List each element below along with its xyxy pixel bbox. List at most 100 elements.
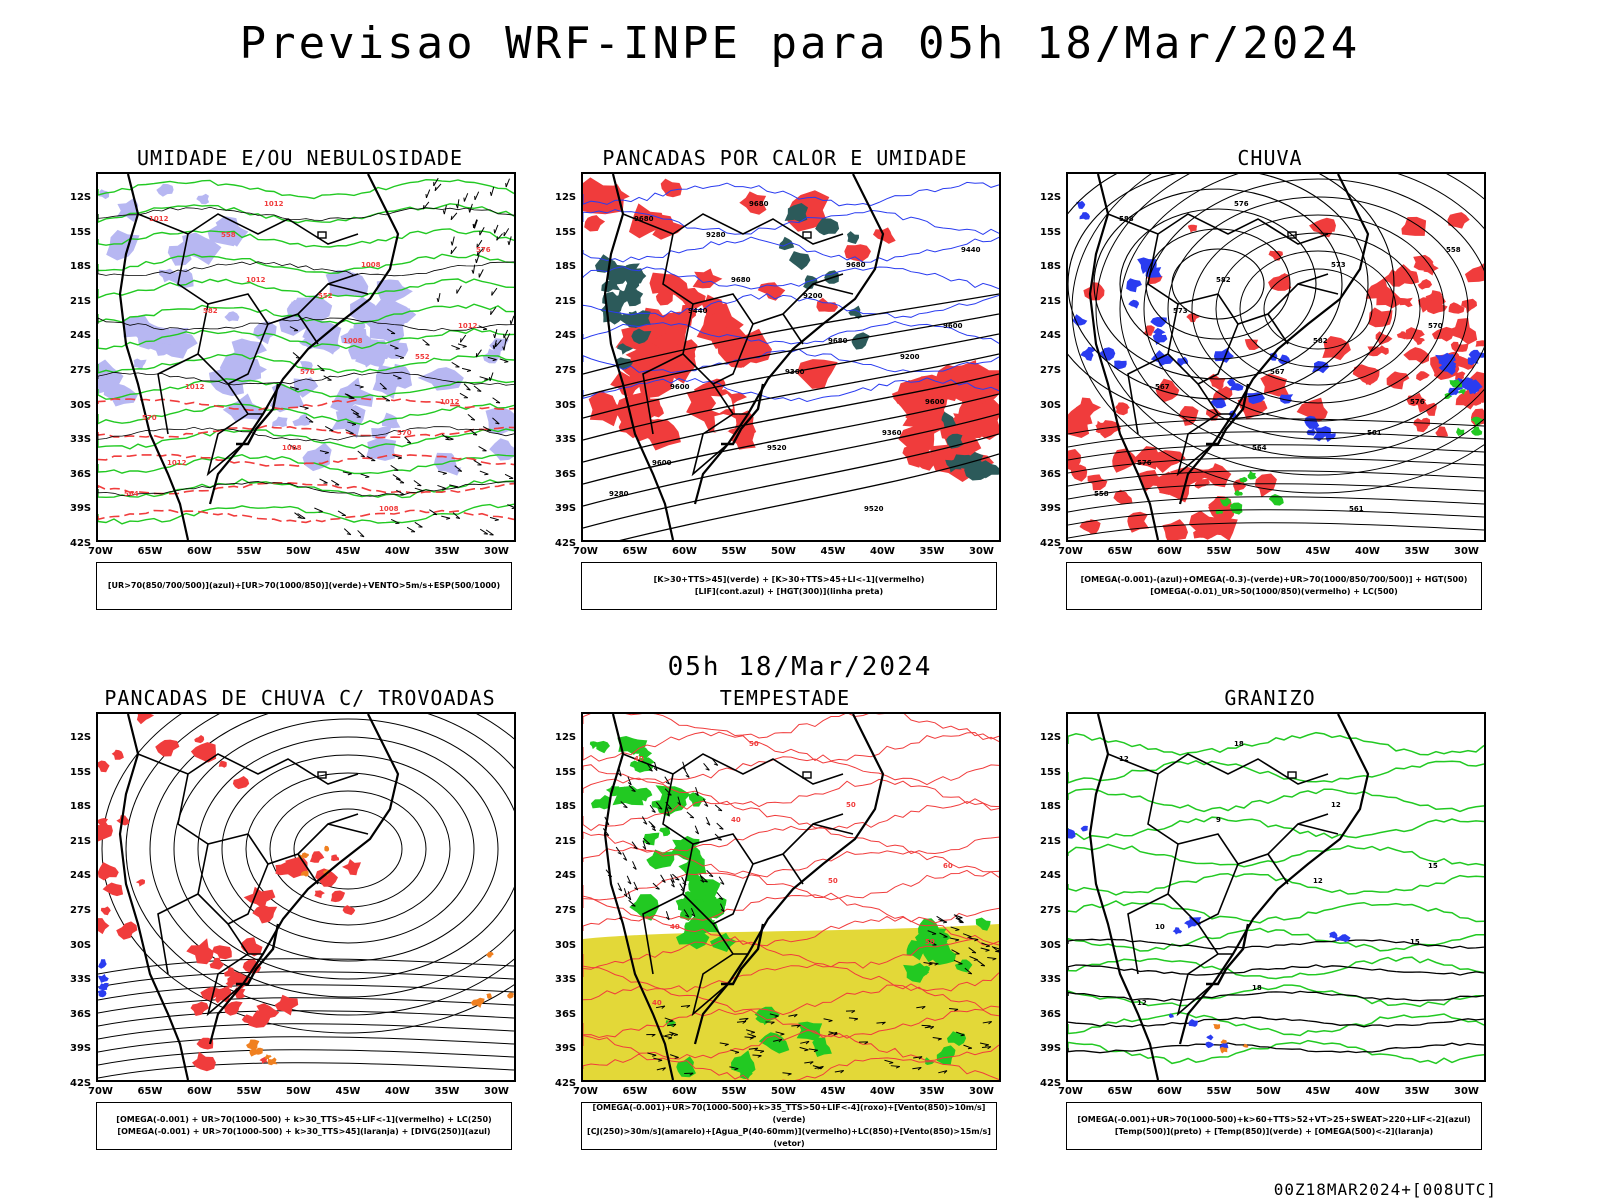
streamline bbox=[125, 714, 514, 1016]
wind-arrow bbox=[463, 383, 471, 391]
wind-arrow bbox=[324, 426, 334, 432]
wind-arrow bbox=[342, 471, 352, 475]
wind-arrow-head bbox=[475, 258, 477, 264]
streamline bbox=[98, 1049, 514, 1066]
longitude-label: 35W bbox=[1404, 1086, 1430, 1097]
hgt300-contour bbox=[583, 293, 999, 375]
contour-label: 561 bbox=[1367, 429, 1382, 437]
wind-arrow bbox=[425, 189, 431, 199]
latitude-label: 33S bbox=[555, 974, 577, 986]
wind-arrow bbox=[393, 454, 402, 459]
wind-arrow bbox=[977, 960, 986, 967]
wind-arrow bbox=[694, 825, 700, 835]
isobar bbox=[98, 371, 514, 386]
wind-arrow bbox=[392, 374, 402, 379]
wind-arrow-head bbox=[817, 1067, 822, 1070]
omega-area-blue bbox=[1153, 327, 1166, 337]
wind-arrow-head bbox=[685, 775, 690, 778]
precipitable-water-contour bbox=[583, 846, 999, 878]
forecast-map: 588 582 582 576 576 576 573 570 567 564 561 558 573 5… bbox=[1066, 172, 1486, 542]
wind-arrow bbox=[950, 937, 960, 941]
latitude-label: 42S bbox=[70, 1078, 92, 1089]
contour-label: 1012 bbox=[458, 322, 478, 330]
wind850-area bbox=[638, 747, 653, 759]
contour-label: 582 bbox=[203, 307, 218, 315]
wind-arrow bbox=[642, 837, 651, 845]
instability-area-red bbox=[596, 183, 630, 206]
latitude-label: 42S bbox=[555, 538, 577, 549]
panel-legend: [UR>70(850/700/500)](azul)+[UR>70(1000/8… bbox=[96, 562, 512, 610]
thunderstorm-area-red bbox=[274, 994, 299, 1016]
latitude-label: 27S bbox=[555, 905, 577, 916]
rain-area-red bbox=[1401, 216, 1427, 236]
contour-label: 9280 bbox=[609, 490, 629, 498]
humidity-midlevel-area bbox=[356, 335, 373, 348]
contour-label: 9 bbox=[1216, 816, 1221, 824]
rain-area-red bbox=[1416, 371, 1430, 381]
hgt500-contour bbox=[1068, 174, 1369, 400]
wind-arrow bbox=[993, 946, 999, 950]
latitude-label: 18S bbox=[1040, 261, 1062, 273]
instability-area-red bbox=[652, 214, 685, 240]
wind-arrow-head bbox=[623, 893, 628, 898]
latitude-label: 24S bbox=[555, 330, 577, 342]
temp850-contour bbox=[1068, 1039, 1484, 1065]
instability-area-red bbox=[675, 287, 706, 309]
rain-area-red bbox=[1162, 519, 1188, 540]
wind-arrow bbox=[739, 1017, 749, 1020]
wind-arrow bbox=[319, 478, 328, 484]
longitude-label: 55W bbox=[721, 546, 747, 557]
contour-label: 1012 bbox=[440, 398, 460, 406]
instability-area-green bbox=[824, 270, 839, 284]
wind-arrow-head bbox=[502, 346, 505, 351]
latitude-label: 18S bbox=[555, 801, 577, 813]
rain-area-red bbox=[1435, 426, 1449, 437]
wind-arrow bbox=[716, 892, 724, 900]
rain-area-red bbox=[1115, 402, 1130, 413]
longitude-label: 60W bbox=[1157, 1086, 1182, 1097]
rain-area-red bbox=[1100, 420, 1122, 439]
contour-label: 576 bbox=[300, 368, 315, 376]
omega-area-blue bbox=[1451, 387, 1460, 396]
thunderstorm-area-orange bbox=[267, 1057, 278, 1066]
thunderstorm-area-red bbox=[330, 890, 346, 903]
latitude-label: 21S bbox=[555, 295, 577, 307]
legend-line: [OMEGA(-0.001)+UR>70(1000-500)+k>35_TTS>… bbox=[592, 1103, 986, 1124]
instability-area-red bbox=[757, 282, 786, 301]
wind-arrow bbox=[736, 1020, 747, 1023]
streamline bbox=[1068, 522, 1484, 539]
contour-label: 561 bbox=[1349, 505, 1364, 513]
wind-arrow-head bbox=[787, 1073, 792, 1076]
streamline bbox=[1068, 444, 1484, 461]
humidity-midlevel-area bbox=[98, 359, 124, 394]
wind-arrow bbox=[499, 358, 509, 363]
map-layers bbox=[98, 714, 514, 1079]
longitude-label: 55W bbox=[721, 1086, 747, 1097]
longitude-label: 50W bbox=[1256, 546, 1281, 557]
legend-line: [OMEGA(-0.001) + UR>70(1000-500) + k>30_… bbox=[116, 1115, 492, 1124]
rain-area-red bbox=[1113, 489, 1133, 505]
latitude-label: 12S bbox=[1040, 192, 1062, 203]
contour-label: 570 bbox=[1428, 322, 1443, 330]
wind-arrow-head bbox=[992, 958, 997, 961]
streamline bbox=[1068, 496, 1484, 513]
streamline bbox=[1167, 196, 1469, 422]
longitude-label: 65W bbox=[622, 546, 648, 557]
instability-area-red bbox=[593, 394, 615, 416]
hail-area-blue bbox=[1206, 1034, 1214, 1041]
streamline bbox=[245, 772, 451, 926]
rain-area-red bbox=[1208, 373, 1226, 391]
longitude-label: 70W bbox=[1058, 1086, 1083, 1097]
longitude-label: 40W bbox=[870, 546, 895, 557]
contour-label: 40 bbox=[670, 923, 680, 931]
streamline bbox=[1143, 178, 1484, 440]
longitude-label: 50W bbox=[286, 1086, 311, 1097]
contour-label: 1012 bbox=[167, 459, 187, 467]
wind-arrow bbox=[479, 528, 489, 535]
streamline bbox=[1239, 250, 1397, 368]
wind-arrow-head bbox=[507, 241, 510, 246]
temp500-contour bbox=[1068, 1016, 1484, 1028]
wind-arrow-head bbox=[667, 807, 672, 810]
omega-area-blue bbox=[1072, 314, 1088, 326]
wind-arrow-head bbox=[351, 423, 357, 426]
